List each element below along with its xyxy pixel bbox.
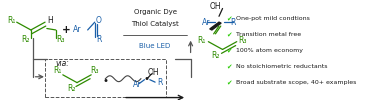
Text: R₁: R₁ <box>197 36 205 45</box>
Text: O: O <box>96 16 102 25</box>
Text: ✔: ✔ <box>226 64 232 70</box>
Text: No stoichiometric reductants: No stoichiometric reductants <box>236 64 327 69</box>
Text: Blue LED: Blue LED <box>139 43 171 49</box>
Text: OH: OH <box>147 68 159 77</box>
Text: R₃: R₃ <box>90 66 99 75</box>
Text: R₃: R₃ <box>56 35 65 44</box>
Text: R₃: R₃ <box>238 36 246 45</box>
Text: Ar: Ar <box>73 26 81 34</box>
Text: Organic Dye: Organic Dye <box>133 9 177 15</box>
Text: Broad substrate scope, 40+ examples: Broad substrate scope, 40+ examples <box>236 80 356 85</box>
Text: via:: via: <box>56 59 70 68</box>
Text: +: + <box>62 25 71 35</box>
Text: R₂: R₂ <box>67 84 76 93</box>
Text: ✔: ✔ <box>226 15 232 21</box>
Text: R₁: R₁ <box>53 66 62 75</box>
Text: ✔: ✔ <box>226 47 232 53</box>
Text: ✔: ✔ <box>226 80 232 86</box>
Text: Thiol Catalyst: Thiol Catalyst <box>131 21 179 27</box>
Text: R₁: R₁ <box>7 16 15 25</box>
Text: One-pot mild condtions: One-pot mild condtions <box>236 16 310 21</box>
Text: Ar: Ar <box>202 18 211 27</box>
Text: R: R <box>231 18 236 27</box>
Text: 100% atom economy: 100% atom economy <box>236 48 303 53</box>
Text: R: R <box>96 35 102 44</box>
Text: H: H <box>48 16 53 25</box>
Text: R₂: R₂ <box>21 35 30 44</box>
Text: OH: OH <box>210 2 221 11</box>
Text: R: R <box>158 78 163 87</box>
Text: R₂: R₂ <box>211 51 220 60</box>
Text: •: • <box>143 74 149 84</box>
Text: Ar: Ar <box>133 80 142 89</box>
Polygon shape <box>210 22 221 30</box>
Text: ✔: ✔ <box>226 31 232 37</box>
Text: •: • <box>102 76 108 86</box>
Text: Transition metal free: Transition metal free <box>236 32 301 37</box>
